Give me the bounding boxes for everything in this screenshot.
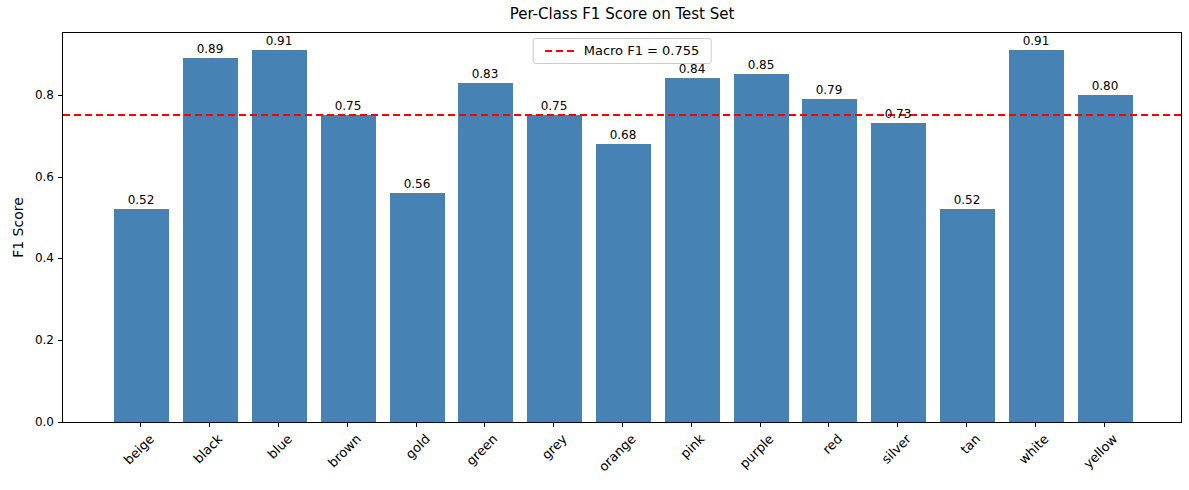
bar-value-label: 0.89 xyxy=(197,42,224,56)
bar-white xyxy=(1009,50,1064,422)
bar-beige xyxy=(114,209,169,422)
x-tick-label-black: black xyxy=(192,432,226,466)
bar-silver xyxy=(871,123,926,422)
y-tick-mark xyxy=(58,340,62,341)
legend-dashed-line-icon xyxy=(545,50,575,52)
bar-chart-figure: Per-Class F1 Score on Test Set F1 Score … xyxy=(0,0,1189,490)
bar-tan xyxy=(940,209,995,422)
y-tick-label: 0.6 xyxy=(0,170,54,185)
x-tick-label-yellow: yellow xyxy=(1082,432,1121,471)
y-tick-label: 0.8 xyxy=(0,88,54,103)
bar-value-label: 0.75 xyxy=(335,99,362,113)
bar-purple xyxy=(734,74,789,422)
x-tick-mark xyxy=(966,423,967,427)
x-tick-mark xyxy=(1104,423,1105,427)
y-tick-mark xyxy=(58,422,62,423)
bar-blue xyxy=(252,50,307,422)
y-tick-label: 0.4 xyxy=(0,251,54,266)
bar-value-label: 0.79 xyxy=(816,83,843,97)
bar-grey xyxy=(527,115,582,422)
bar-red xyxy=(802,99,857,422)
y-tick-mark xyxy=(58,177,62,178)
macro-f1-reference-line xyxy=(63,114,1181,116)
x-tick-mark xyxy=(622,423,623,427)
bar-black xyxy=(183,58,238,422)
x-tick-label-tan: tan xyxy=(958,432,983,457)
x-tick-label-blue: blue xyxy=(265,432,295,462)
x-tick-mark xyxy=(691,423,692,427)
legend-label: Macro F1 = 0.755 xyxy=(584,43,700,58)
plot-area: 0.52 0.89 0.91 0.75 0.56 0.83 0.75 0.68 0.84 0.85… xyxy=(62,32,1182,423)
bar-value-label: 0.75 xyxy=(541,99,568,113)
bar-orange xyxy=(596,144,651,422)
x-tick-mark xyxy=(553,423,554,427)
bar-value-label: 0.80 xyxy=(1092,79,1119,93)
bar-value-label: 0.52 xyxy=(128,193,155,207)
y-tick-label: 0.0 xyxy=(0,415,54,430)
bar-gold xyxy=(390,193,445,422)
bar-value-label: 0.56 xyxy=(404,177,431,191)
x-tick-label-gold: gold xyxy=(403,432,433,462)
y-tick-mark xyxy=(58,258,62,259)
bar-value-label: 0.84 xyxy=(679,62,706,76)
x-tick-mark xyxy=(347,423,348,427)
bar-pink xyxy=(665,78,720,422)
x-tick-mark xyxy=(484,423,485,427)
bar-value-label: 0.91 xyxy=(1023,34,1050,48)
bar-brown xyxy=(321,115,376,422)
x-tick-mark xyxy=(1035,423,1036,427)
x-tick-label-red: red xyxy=(820,432,845,457)
x-tick-label-purple: purple xyxy=(738,432,777,471)
x-tick-label-pink: pink xyxy=(678,432,707,461)
bar-value-label: 0.73 xyxy=(885,107,912,121)
bar-value-label: 0.68 xyxy=(610,128,637,142)
x-tick-mark xyxy=(828,423,829,427)
x-tick-mark xyxy=(140,423,141,427)
x-tick-mark xyxy=(760,423,761,427)
x-tick-label-white: white xyxy=(1017,432,1052,467)
y-tick-mark xyxy=(58,95,62,96)
chart-title: Per-Class F1 Score on Test Set xyxy=(62,5,1182,23)
x-tick-mark xyxy=(416,423,417,427)
x-tick-label-grey: grey xyxy=(539,432,569,462)
x-tick-label-orange: orange xyxy=(597,432,639,474)
x-tick-label-beige: beige xyxy=(121,432,156,467)
x-tick-label-brown: brown xyxy=(326,432,364,470)
bar-yellow xyxy=(1078,95,1133,422)
bar-value-label: 0.83 xyxy=(472,67,499,81)
legend: Macro F1 = 0.755 xyxy=(533,38,712,64)
x-tick-label-green: green xyxy=(464,432,500,468)
bar-value-label: 0.91 xyxy=(266,34,293,48)
bar-value-label: 0.52 xyxy=(954,193,981,207)
bar-green xyxy=(458,83,513,422)
x-tick-mark xyxy=(209,423,210,427)
y-tick-label: 0.2 xyxy=(0,333,54,348)
x-tick-label-silver: silver xyxy=(879,432,914,467)
bar-value-label: 0.85 xyxy=(748,58,775,72)
x-tick-mark xyxy=(897,423,898,427)
x-tick-mark xyxy=(278,423,279,427)
